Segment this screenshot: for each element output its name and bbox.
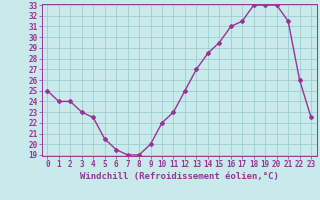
X-axis label: Windchill (Refroidissement éolien,°C): Windchill (Refroidissement éolien,°C) bbox=[80, 172, 279, 181]
